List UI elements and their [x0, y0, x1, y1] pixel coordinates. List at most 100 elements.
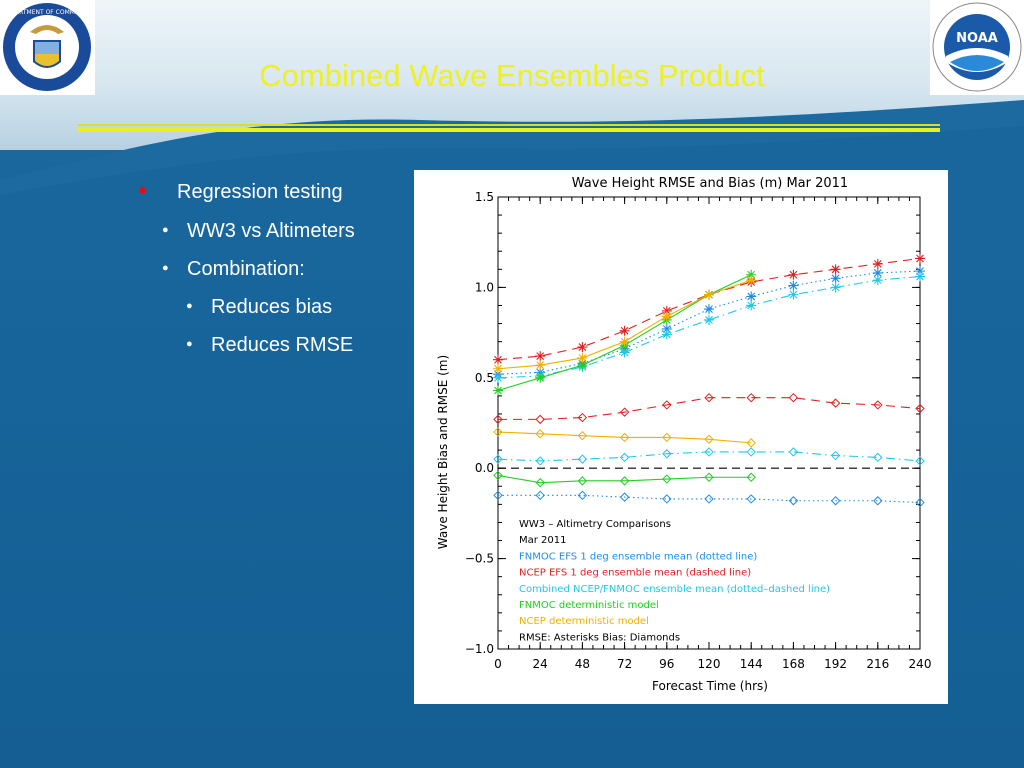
data-point-asterisk	[661, 323, 672, 334]
data-point-diamond	[577, 490, 588, 501]
series-line	[498, 494, 921, 504]
legend-line: Combined NCEP/FNMOC ensemble mean (dotte…	[519, 584, 830, 595]
data-point-asterisk	[788, 289, 799, 300]
plot-frame	[497, 196, 921, 650]
bullet-item: Combination:	[187, 258, 305, 280]
svg-text:NOAA: NOAA	[956, 31, 998, 46]
data-point-diamond	[619, 492, 630, 502]
data-point-asterisk	[746, 269, 757, 280]
x-tick-label: 48	[575, 657, 590, 671]
data-point-asterisk	[577, 342, 588, 353]
data-point-diamond	[788, 496, 799, 506]
data-point-asterisk	[493, 363, 503, 374]
data-point-diamond	[577, 430, 588, 441]
bullet-item: WW3 vs Altimeters	[187, 220, 355, 242]
x-tick-label: 216	[866, 657, 889, 671]
data-point-asterisk	[830, 264, 841, 275]
y-tick-label: −1.0	[465, 642, 494, 656]
data-point-diamond	[577, 412, 588, 423]
data-point-diamond	[662, 474, 672, 484]
bullet-item: Regression testing	[177, 181, 343, 203]
data-point-diamond	[493, 414, 503, 425]
data-point-diamond	[662, 449, 672, 459]
chart-title: Wave Height RMSE and Bias (m) Mar 2011	[572, 176, 848, 191]
y-tick-label: −0.5	[465, 552, 494, 566]
x-tick-label: 24	[533, 657, 548, 671]
data-point-diamond	[493, 427, 503, 437]
series-line	[497, 257, 921, 361]
data-point-asterisk	[872, 267, 883, 278]
data-point-asterisk	[619, 336, 630, 347]
data-point-diamond	[704, 494, 714, 504]
legend-line: FNMOC EFS 1 deg ensemble mean (dotted li…	[519, 551, 757, 562]
data-point-diamond	[662, 432, 672, 443]
x-tick-label: 120	[698, 657, 721, 671]
x-axis-label: Forecast Time (hrs)	[652, 679, 768, 693]
slide-title: Combined Wave Ensembles Product	[259, 58, 765, 93]
x-tick-label: 96	[659, 657, 674, 671]
data-point-diamond	[746, 472, 756, 482]
y-tick-label: 0.5	[475, 371, 494, 385]
data-point-diamond	[577, 476, 588, 486]
legend-line: NCEP EFS 1 deg ensemble mean (dashed lin…	[519, 568, 751, 579]
data-point-diamond	[915, 497, 925, 508]
y-axis-label: Wave Height Bias and RMSE (m)	[436, 355, 450, 549]
data-point-diamond	[493, 490, 503, 501]
data-point-diamond	[915, 403, 925, 414]
data-point-asterisk	[746, 275, 757, 286]
series-line	[497, 276, 921, 379]
data-point-diamond	[535, 456, 545, 466]
x-tick-label: 144	[740, 657, 763, 671]
data-point-diamond	[493, 454, 503, 464]
data-point-asterisk	[830, 273, 841, 284]
x-tick-label: 192	[824, 657, 847, 671]
noaa-logo: NOAA	[930, 0, 1024, 95]
bullet-marker: ●	[186, 338, 193, 350]
data-point-diamond	[746, 447, 756, 457]
data-point-diamond	[788, 392, 799, 403]
data-point-asterisk	[535, 360, 546, 371]
legend-line: FNMOC deterministic model	[519, 600, 659, 611]
data-point-diamond	[704, 392, 714, 403]
data-point-asterisk	[704, 304, 714, 315]
legend-line: NCEP deterministic model	[519, 616, 649, 627]
x-tick-label: 168	[782, 657, 805, 671]
data-point-asterisk	[872, 275, 883, 286]
x-tick-label: 0	[494, 657, 502, 671]
data-point-asterisk	[619, 347, 630, 358]
data-point-asterisk	[493, 372, 503, 383]
data-point-asterisk	[788, 280, 799, 291]
data-point-asterisk	[704, 289, 714, 300]
bullet-item: Reduces RMSE	[211, 334, 354, 356]
data-point-asterisk	[661, 311, 672, 322]
y-tick-label: 1.5	[475, 190, 494, 204]
data-point-diamond	[746, 438, 756, 448]
commerce-seal-logo: DEPARTMENT OF COMMERCE	[0, 0, 95, 95]
data-point-asterisk	[915, 271, 925, 282]
data-point-asterisk	[535, 372, 546, 383]
data-point-diamond	[662, 494, 672, 504]
data-point-asterisk	[830, 282, 841, 293]
data-point-diamond	[788, 447, 799, 457]
bullet-marker: ●	[162, 224, 169, 236]
x-tick-label: 72	[617, 657, 632, 671]
data-point-diamond	[493, 470, 503, 481]
wave-height-chart: Wave Height RMSE and Bias (m) Mar 2011 F…	[436, 176, 931, 693]
data-point-asterisk	[493, 354, 503, 365]
data-point-diamond	[704, 434, 714, 444]
data-point-diamond	[873, 496, 883, 506]
data-point-asterisk	[788, 269, 799, 280]
series-line	[497, 431, 752, 444]
bullet-marker: ●	[138, 182, 148, 199]
data-point-diamond	[704, 472, 714, 482]
series-line	[497, 474, 752, 484]
bullet-item: Reduces bias	[211, 296, 333, 318]
series-line	[497, 451, 921, 462]
data-point-diamond	[535, 414, 545, 425]
bullet-marker: ●	[186, 300, 193, 312]
data-point-diamond	[746, 494, 756, 504]
data-point-diamond	[830, 450, 841, 461]
legend-line: Mar 2011	[519, 535, 567, 546]
data-point-diamond	[577, 454, 588, 464]
data-point-diamond	[915, 456, 925, 466]
